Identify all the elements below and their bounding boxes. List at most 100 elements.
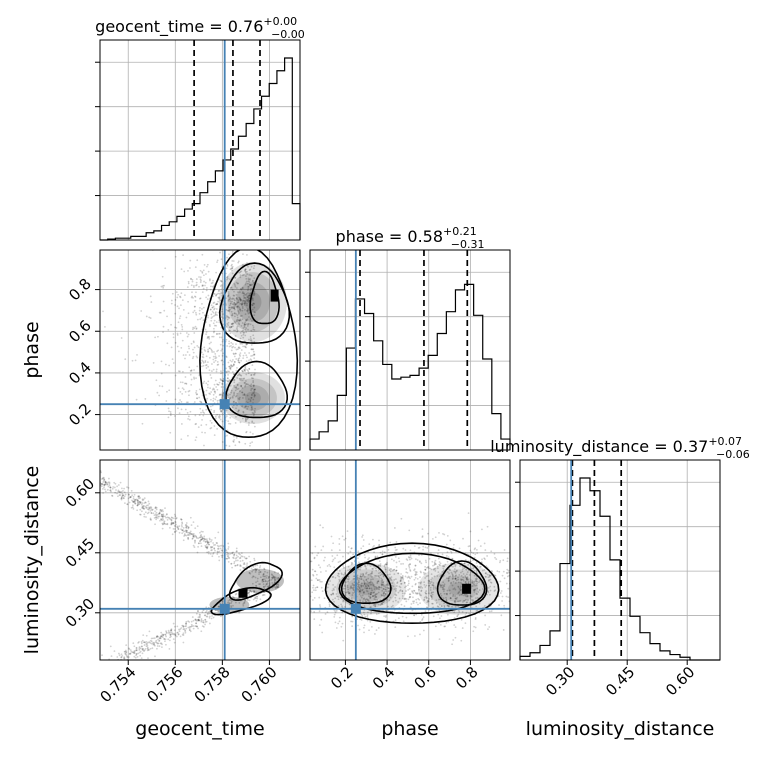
sample-point [249,337,252,340]
sample-point [195,619,198,622]
sample-point [549,583,551,585]
sample-point [402,562,404,565]
sample-point [351,625,354,628]
sample-point [363,597,366,600]
sample-point [226,555,229,558]
sample-point [219,615,222,618]
sample-point [434,567,437,570]
sample-point [473,589,475,592]
sample-point [371,567,374,570]
sample-point [362,600,364,603]
sample-point [195,389,198,392]
sample-point [172,522,175,525]
sample-point [105,667,107,669]
sample-point [237,319,240,321]
sample-point [167,329,170,331]
sample-point [368,557,370,559]
sample-point [440,585,442,587]
sample-point [100,485,103,488]
sample-point [103,667,105,669]
sample-point [206,546,208,549]
sample-point [182,625,185,628]
sample-point [109,489,112,492]
sample-point [253,264,256,267]
sample-point [211,316,214,318]
sample-point [243,393,246,395]
sample-point [211,388,214,391]
sample-point [250,373,253,376]
sample-point [423,583,426,586]
sample-point [187,390,190,393]
sample-point [237,282,240,285]
sample-point [472,559,474,562]
sample-point [217,610,220,613]
sample-point [199,276,202,279]
sample-point [264,570,266,573]
sample-point [462,537,464,540]
sample-point [173,531,176,534]
sample-point [187,269,189,272]
sample-point [221,413,224,416]
sample-point [253,390,256,393]
sample-point [234,285,237,288]
sample-point [198,619,201,622]
sample-point [164,515,166,518]
sample-point [236,306,239,309]
sample-point [344,572,346,575]
sample-point [108,662,110,664]
sample-point [429,567,432,570]
sample-point [484,558,486,561]
sample-point [402,576,404,579]
sample-point [432,564,434,567]
sample-point [422,616,425,619]
sample-point [200,619,203,622]
sample-point [302,579,304,581]
sample-point [240,298,243,301]
sample-point [211,363,213,365]
sample-point [277,577,280,579]
sample-point [234,303,237,306]
sample-point [493,585,496,588]
sample-point [111,495,114,497]
sample-point [170,629,173,632]
sample-point [102,477,104,479]
sample-point [344,573,347,576]
sample-point [226,380,229,382]
sample-point [217,296,220,299]
sample-point [209,308,212,311]
sample-point [213,411,215,414]
sample-point [186,529,189,532]
sample-point [210,452,212,454]
sample-point [335,593,338,595]
sample-point [187,418,189,420]
sample-point [232,401,235,403]
sample-point [211,555,214,558]
sample-point [233,312,236,315]
sample-point [139,501,142,504]
sample-point [427,600,430,603]
sample-point [209,374,212,376]
sample-point [207,543,210,546]
sample-point [116,485,119,488]
sample-point [234,329,237,332]
sample-point [474,588,477,591]
sample-point [501,595,504,598]
sample-point [431,598,433,600]
sample-point [245,401,248,403]
sample-point [201,538,204,541]
sample-point [166,516,169,519]
sample-point [357,624,359,627]
sample-point [160,631,163,634]
sample-point [138,649,141,651]
sample-point [140,642,143,645]
sample-point [145,507,148,509]
sample-point [228,370,231,373]
sample-point [234,335,237,337]
sample-point [247,592,250,595]
sample-point [358,577,361,580]
sample-point [200,538,203,541]
sample-point [475,562,478,564]
sample-point [314,586,317,589]
sample-point [150,506,153,509]
sample-point [337,605,340,607]
